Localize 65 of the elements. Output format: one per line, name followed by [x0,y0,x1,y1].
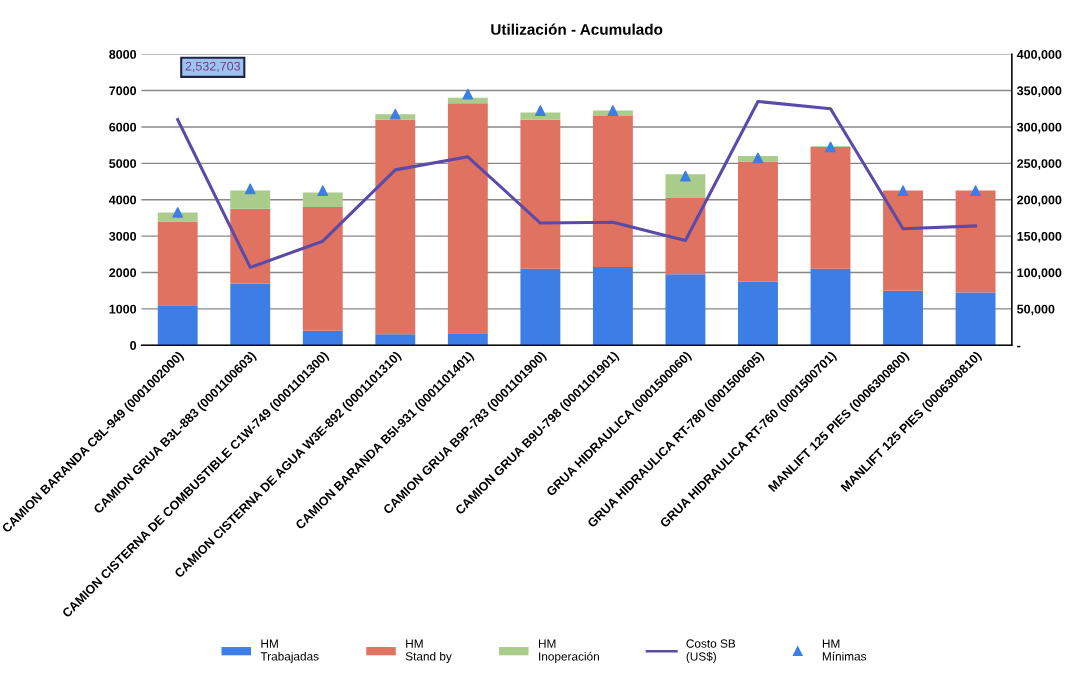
bar [665,197,706,275]
point [244,183,256,195]
bar [810,268,851,346]
bar [883,290,923,346]
point [680,170,691,182]
y2-tick-label: 200,000 [1017,195,1062,207]
point [389,108,401,120]
bar [520,268,561,346]
bar [520,119,561,269]
bar [230,208,271,284]
bar [738,281,778,346]
y-tick-label: 8000 [109,49,137,59]
legend-label: HM Mínimas [822,639,867,661]
bar [810,146,851,269]
line-series [176,99,978,269]
y2-tick-label: 150,000 [1017,231,1062,243]
y2-tick-label: 100,000 [1017,268,1062,279]
y-tick-label: 5000 [109,159,137,168]
point [172,207,184,218]
y-tick-label: 0 [130,341,137,350]
point [317,185,329,196]
point [897,185,909,196]
legend-label: Costo SB (US$) [686,639,736,663]
y-tick-label: 3000 [109,231,137,241]
point [462,88,474,100]
y2-tick-label: - [1017,345,1021,348]
bar [230,283,271,346]
bar [955,190,996,293]
bar [447,333,488,346]
bar [955,292,996,346]
point [535,105,546,116]
bar [230,190,271,209]
y2-tick-label: 350,000 [1016,86,1062,98]
bar [592,116,633,268]
bar [157,305,198,346]
bar [302,192,343,207]
bar [665,274,706,346]
y2-tick-label: 300,000 [1016,122,1062,134]
bar [592,267,633,346]
legend-label: HM Trabajadas [260,639,319,663]
y2-tick-label: 250,000 [1017,159,1062,170]
bar [883,190,923,291]
y2-tick-label: 50,000 [1017,304,1055,316]
y-tick-label: 4000 [108,195,137,205]
point [970,185,981,196]
bar [302,206,343,331]
y-tick-label: 7000 [109,86,137,96]
bar [665,174,706,198]
bar [447,103,488,334]
bar [375,119,416,335]
legend-label: HM Stand by [405,639,452,663]
point [752,152,764,164]
y-tick-label: 2000 [109,268,137,278]
annotation: 2,532,703 [185,61,241,73]
bar [302,330,343,346]
bar [738,161,778,282]
chart-title: Utilización - Acumulado [491,23,663,35]
legend-label: HM Inoperación [538,639,599,663]
point [607,105,619,116]
bar [375,334,416,346]
y-tick-label: 6000 [109,122,137,132]
bar [157,221,198,306]
y-tick-label: 1000 [109,304,137,314]
point [825,141,836,153]
y2-tick-label: 400,000 [1016,49,1062,61]
